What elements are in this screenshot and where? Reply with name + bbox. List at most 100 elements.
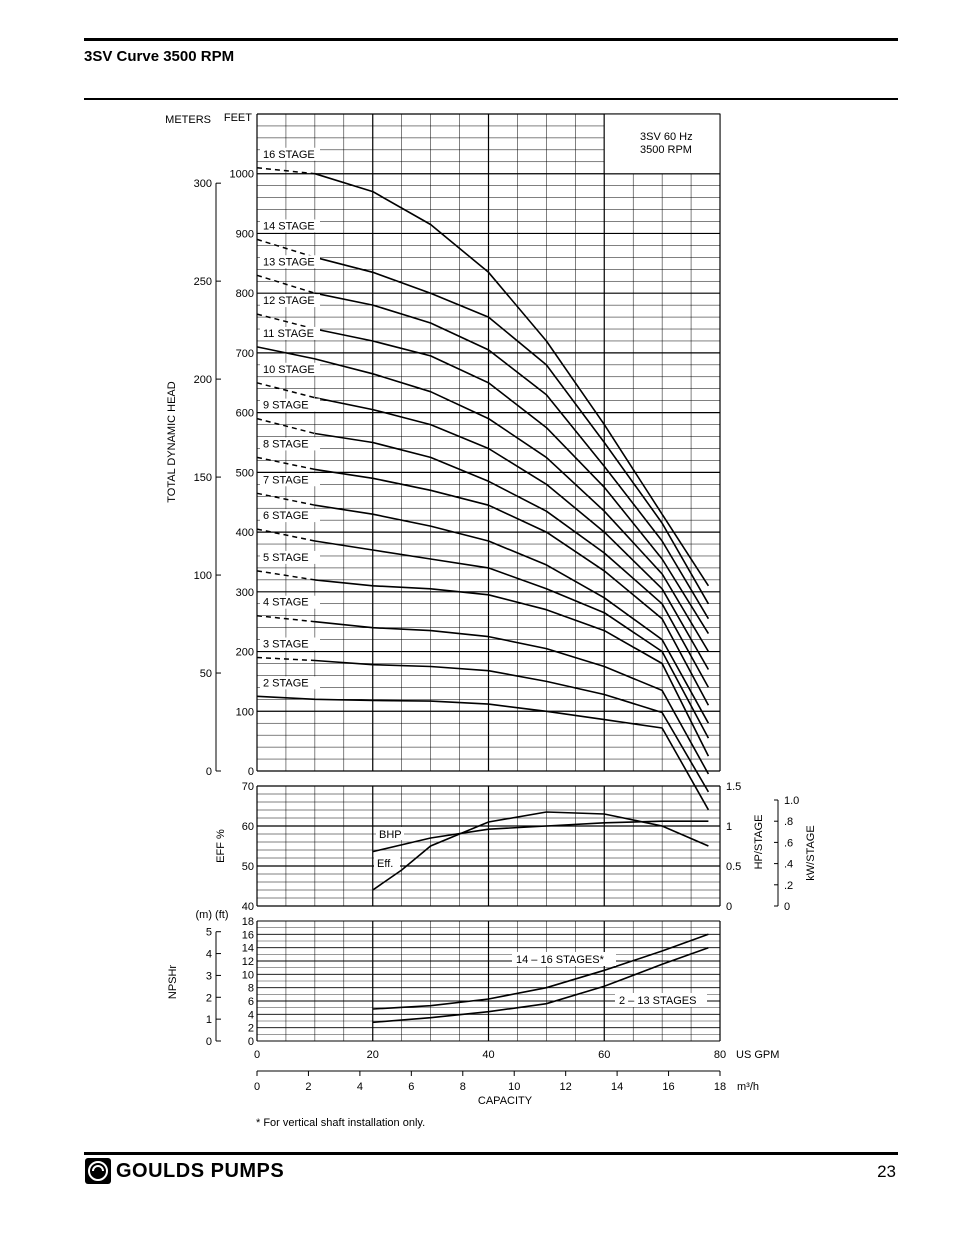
capacity-label: CAPACITY: [478, 1095, 533, 1107]
npsh-m-tick-label: 5: [206, 927, 212, 939]
npsh-m-tick-label: 4: [206, 949, 212, 961]
eff-tick-label: 50: [242, 861, 254, 873]
eff-curve-label: Eff.: [377, 858, 393, 870]
stage-curve: [314, 468, 710, 706]
npsh-m-tick-label: 0: [206, 1036, 212, 1048]
stage-label: 14 STAGE: [263, 220, 315, 232]
stage-curve: [314, 620, 710, 775]
npsh-axis-title: NPSHr: [167, 965, 179, 1000]
npsh-label-14-16: 14 – 16 STAGES*: [516, 954, 605, 966]
hp-tick-label: 1: [726, 821, 732, 833]
m3h-tick-label: 4: [357, 1081, 363, 1093]
feet-tick-label: 200: [236, 647, 254, 659]
m3h-tick-label: 16: [662, 1081, 674, 1093]
stage-curve-dashed: [256, 313, 316, 330]
npsh-units-label: (m) (ft): [196, 909, 229, 921]
stage-label: 4 STAGE: [263, 597, 309, 609]
eff-tick-label: 60: [242, 821, 254, 833]
stage-curve-dashed: [256, 614, 315, 623]
npsh-label-bg: [615, 993, 707, 1007]
feet-tick-label: 800: [236, 288, 254, 300]
stage-curve-dashed: [256, 656, 315, 662]
kw-tick-label: .4: [784, 859, 793, 871]
feet-tick-label: 1000: [230, 169, 254, 181]
ft-tick-label: 4: [248, 1009, 254, 1021]
efficiency-grid: [256, 785, 721, 907]
npsh-label-2-13: 2 – 13 STAGES: [619, 995, 696, 1007]
brand-logo: GOULDS PUMPS: [84, 1157, 284, 1185]
eff-tick-label: 70: [242, 781, 254, 793]
npsh-curve: [372, 946, 709, 1024]
feet-tick-label: 600: [236, 408, 254, 420]
stage-label: 3 STAGE: [263, 639, 309, 651]
npsh-m-tick-label: 3: [206, 970, 212, 982]
hp-tick-label: 1.5: [726, 781, 741, 793]
feet-tick-label: 900: [236, 228, 254, 240]
stage-label-bg: [260, 550, 320, 564]
stage-label: 13 STAGE: [263, 256, 315, 268]
meters-tick-label: 50: [200, 668, 212, 680]
kw-tick-label: .2: [784, 880, 793, 892]
m3h-tick-label: 10: [508, 1081, 520, 1093]
ft-tick-label: 18: [242, 916, 254, 928]
m3h-tick-label: 2: [305, 1081, 311, 1093]
stage-label: 16 STAGE: [263, 149, 315, 161]
stage-label-bg: [260, 637, 320, 651]
stage-label-bg: [260, 509, 320, 523]
stage-curve: [314, 579, 710, 757]
top-rule: [84, 38, 898, 41]
bhp-curve: [372, 820, 709, 853]
kw-tick-label: 0: [784, 901, 790, 913]
stage-label: 5 STAGE: [263, 552, 309, 564]
stage-curve-dashed: [256, 492, 316, 506]
page-title: 3SV Curve 3500 RPM: [84, 48, 235, 65]
stage-curve: [314, 659, 710, 793]
ft-tick-label: 8: [248, 983, 254, 995]
ft-tick-label: 16: [242, 929, 254, 941]
feet-tick-label: 300: [236, 587, 254, 599]
m3h-tick-label: 18: [714, 1081, 726, 1093]
brand-name: GOULDS PUMPS: [116, 1159, 285, 1182]
gpm-tick-label: 20: [367, 1049, 379, 1061]
stage-label: 12 STAGE: [263, 295, 315, 307]
ft-tick-label: 10: [242, 969, 254, 981]
stage-label: 9 STAGE: [263, 400, 309, 412]
stage-label-bg: [260, 437, 320, 451]
kw-axis-title: kW/STAGE: [805, 825, 817, 880]
feet-axis-label: FEET: [224, 112, 252, 124]
meters-axis-label: METERS: [165, 114, 211, 126]
gpm-tick-label: 60: [598, 1049, 610, 1061]
gpm-tick-label: 80: [714, 1049, 726, 1061]
stage-label: 10 STAGE: [263, 364, 315, 376]
stage-curve-dashed: [256, 417, 316, 435]
ft-tick-label: 2: [248, 1023, 254, 1035]
m3h-tick-label: 14: [611, 1081, 623, 1093]
meters-tick-label: 250: [194, 276, 212, 288]
feet-tick-label: 100: [236, 706, 254, 718]
stage-curve-dashed: [256, 528, 316, 542]
stage-curve: [314, 292, 710, 620]
legend-box: [603, 113, 721, 175]
ft-tick-label: 6: [248, 996, 254, 1008]
m3h-tick-label: 8: [460, 1081, 466, 1093]
kw-tick-label: 1.0: [784, 795, 799, 807]
m3h-tick-label: 0: [254, 1081, 260, 1093]
gpm-axis-label: US GPM: [736, 1049, 779, 1061]
ft-tick-label: 12: [242, 956, 254, 968]
meters-tick-label: 100: [194, 570, 212, 582]
eff-label-bg: [374, 856, 400, 869]
eff-axis-title: EFF %: [215, 829, 227, 863]
footer-rule: [84, 1152, 898, 1155]
curves: [256, 167, 710, 1024]
stage-label: 11 STAGE: [263, 328, 314, 340]
stage-label-bg: [260, 147, 320, 161]
feet-tick-label: 500: [236, 467, 254, 479]
legend-box-line: 3SV 60 Hz: [640, 131, 693, 143]
bhp-label-bg: [376, 827, 404, 840]
meters-tick-label: 0: [206, 766, 212, 778]
stage-label-bg: [260, 398, 320, 412]
stage-label-bg: [260, 473, 320, 487]
kw-tick-label: .6: [784, 837, 793, 849]
stage-label: 7 STAGE: [263, 474, 309, 486]
